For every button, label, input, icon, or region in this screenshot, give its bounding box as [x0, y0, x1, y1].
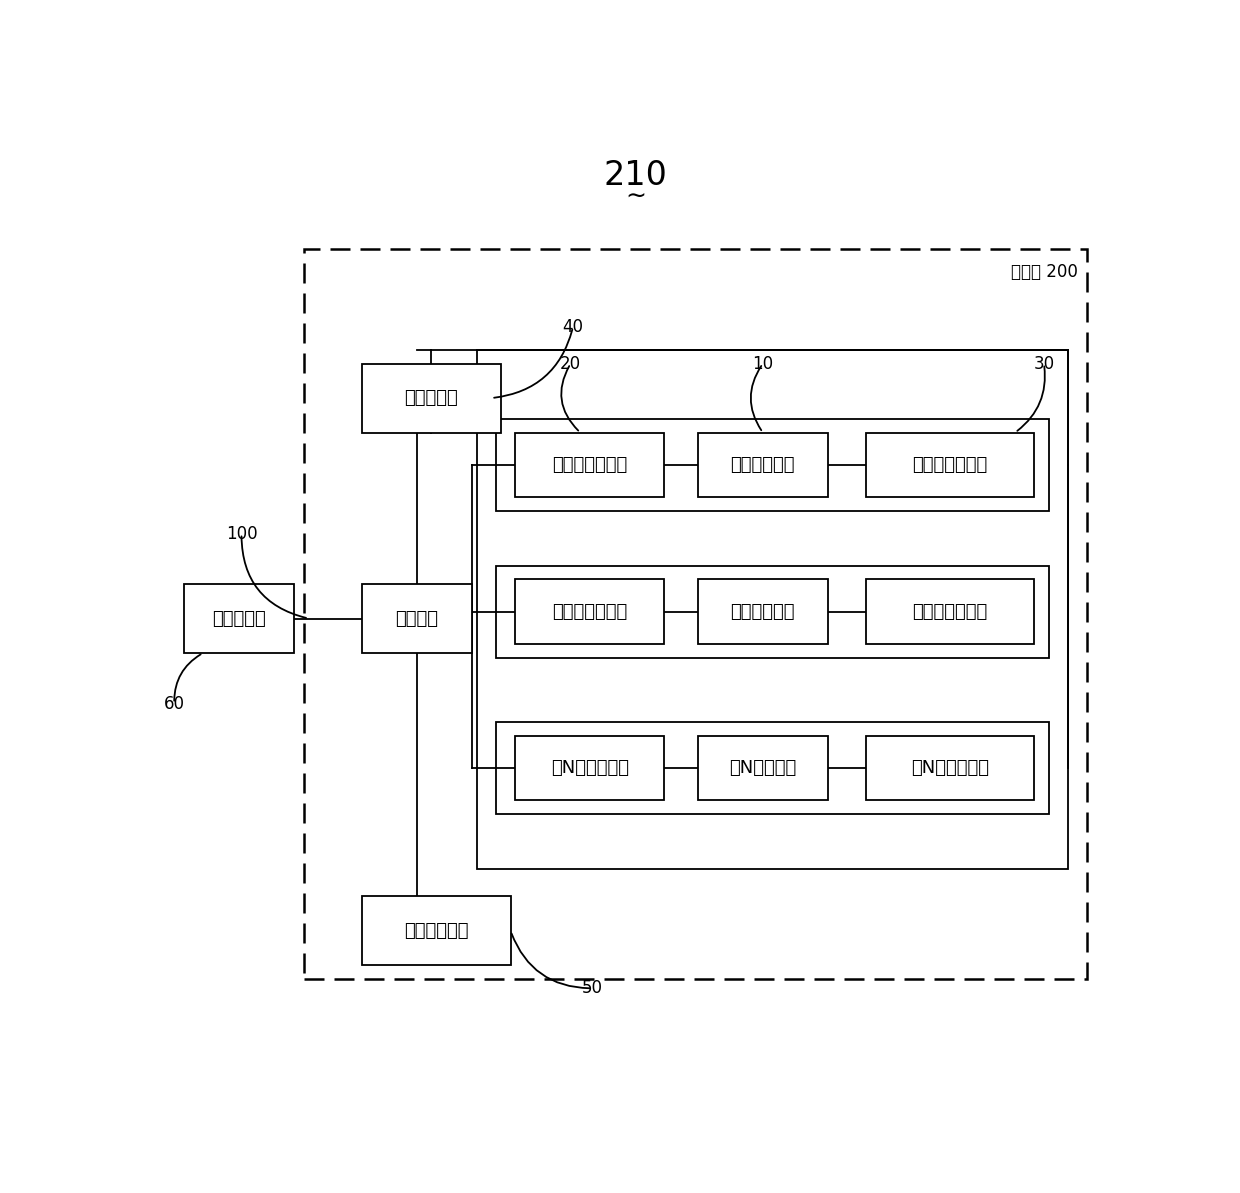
Bar	[698, 433, 828, 496]
Bar	[362, 364, 501, 433]
Text: ∼: ∼	[625, 185, 646, 209]
Bar	[516, 433, 665, 496]
Text: 第一转速调节器: 第一转速调节器	[552, 456, 627, 474]
Text: 第二散热装置: 第二散热装置	[730, 602, 795, 620]
Text: 第二转速调节器: 第二转速调节器	[552, 602, 627, 620]
Text: 第N转速传感器: 第N转速传感器	[911, 759, 990, 777]
Bar	[496, 419, 1049, 511]
Text: 10: 10	[753, 354, 774, 372]
Text: 210: 210	[604, 159, 667, 192]
Text: 温度传感器: 温度传感器	[404, 389, 458, 407]
Text: 整车控制器: 整车控制器	[212, 610, 265, 628]
Bar	[362, 585, 472, 653]
Text: 第N散热装置: 第N散热装置	[729, 759, 796, 777]
Text: 第一转速传感器: 第一转速传感器	[913, 456, 988, 474]
Bar	[866, 433, 1034, 496]
Text: 20: 20	[560, 354, 582, 372]
Text: 失效预警装置: 失效预警装置	[404, 922, 469, 940]
Text: 50: 50	[582, 979, 603, 997]
Text: 控制主板: 控制主板	[396, 610, 439, 628]
Bar	[184, 585, 294, 653]
Bar	[866, 580, 1034, 644]
Text: 电池笱 200: 电池笱 200	[1011, 262, 1078, 280]
Bar	[362, 896, 511, 965]
Text: 第二转速传感器: 第二转速传感器	[913, 602, 988, 620]
Bar	[698, 736, 828, 801]
Bar	[304, 249, 1087, 979]
Text: 30: 30	[1033, 354, 1054, 372]
Bar	[516, 580, 665, 644]
Bar	[698, 580, 828, 644]
Text: 第一散热装置: 第一散热装置	[730, 456, 795, 474]
Text: 40: 40	[563, 317, 584, 336]
Bar	[496, 722, 1049, 814]
Bar	[866, 736, 1034, 801]
Bar	[477, 350, 1068, 869]
Text: 100: 100	[226, 525, 258, 543]
Text: 60: 60	[164, 694, 185, 712]
Text: 第N转速调节器: 第N转速调节器	[551, 759, 629, 777]
Bar	[496, 565, 1049, 657]
Bar	[516, 736, 665, 801]
